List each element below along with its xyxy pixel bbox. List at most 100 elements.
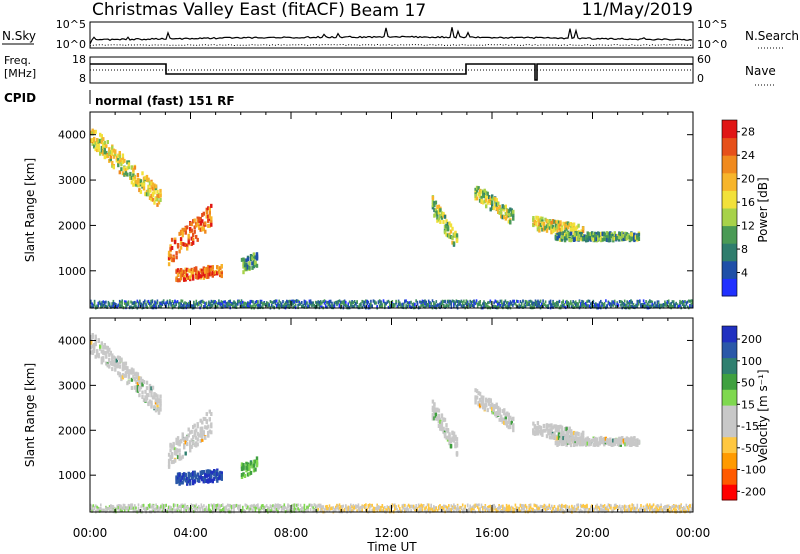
range-cell [196, 478, 199, 483]
ground-scatter-cell [412, 506, 415, 510]
range-cell [142, 176, 146, 181]
range-cell [433, 201, 436, 206]
freq-trace [90, 63, 693, 81]
ground-scatter-cell [345, 303, 347, 307]
ground-scatter-cell [287, 300, 289, 304]
ground-scatter-cell [617, 303, 620, 307]
ground-scatter-cell [201, 508, 204, 512]
range-cell [150, 185, 153, 190]
ground-scatter-cell [579, 302, 582, 306]
range-cell [179, 439, 183, 444]
ground-scatter-cell [283, 503, 286, 507]
ground-scatter-cell [288, 303, 291, 307]
range-cell [216, 478, 219, 483]
range-cell [565, 223, 568, 228]
ground-scatter-cell [140, 505, 142, 509]
ground-scatter-cell [389, 508, 391, 512]
range-cell [148, 388, 152, 393]
range-cell [455, 441, 459, 446]
range-cell [202, 222, 205, 227]
ground-scatter-cell [361, 505, 363, 509]
ground-scatter-cell [504, 507, 507, 511]
ground-scatter-cell [355, 301, 357, 305]
ground-scatter-cell [356, 504, 358, 508]
range-cell [560, 428, 564, 432]
range-cell [109, 361, 112, 365]
ground-scatter-cell [191, 304, 194, 308]
colorbar-tick-label: 8 [741, 243, 748, 256]
ground-scatter-cell [110, 504, 112, 508]
range-cell [575, 234, 579, 239]
ground-scatter-cell [466, 504, 469, 508]
ground-scatter-cell [446, 304, 449, 308]
ground-scatter-cell [232, 302, 234, 306]
range-cell [483, 199, 486, 204]
ground-scatter-cell [169, 300, 171, 304]
ground-scatter-cell [389, 304, 391, 308]
range-cell [255, 252, 259, 257]
ground-scatter-cell [170, 509, 172, 513]
ground-scatter-cell [230, 303, 233, 307]
range-cell [133, 372, 137, 377]
ground-scatter-cell [489, 507, 492, 511]
range-cell [91, 141, 94, 146]
ground-scatter-cell [667, 300, 670, 304]
ground-scatter-cell [286, 507, 288, 511]
range-cell [559, 434, 562, 439]
range-cell [509, 220, 512, 225]
range-cell [252, 264, 256, 269]
range-cell [581, 237, 585, 242]
range-cell [503, 205, 506, 210]
ground-scatter-cell [193, 301, 195, 305]
ground-scatter-cell [270, 507, 273, 511]
range-cell [202, 227, 205, 232]
ground-scatter-cell [407, 303, 410, 307]
ground-scatter-cell [201, 505, 204, 509]
ground-scatter-cell [259, 299, 262, 303]
range-cell [480, 198, 483, 203]
ground-scatter-cell [387, 507, 390, 511]
range-cell [613, 232, 616, 236]
ground-scatter-cell [93, 299, 96, 303]
range-cell [154, 408, 158, 413]
range-cell [148, 196, 152, 200]
ground-scatter-cell [438, 303, 440, 307]
range-cell [148, 188, 152, 193]
ground-scatter-cell [534, 300, 537, 304]
ground-scatter-cell [273, 305, 275, 309]
range-cell [592, 437, 595, 442]
range-cell [195, 475, 198, 480]
range-cell [434, 200, 438, 205]
ground-scatter-cell [440, 506, 443, 510]
ground-scatter-cell [380, 509, 382, 513]
range-cell [201, 426, 204, 431]
ground-scatter-cell [214, 300, 216, 304]
range-cell [452, 232, 456, 237]
range-cell [439, 214, 442, 219]
range-cell [242, 264, 245, 269]
ground-scatter-cell [309, 299, 312, 303]
range-cell [571, 228, 574, 233]
ground-scatter-cell [239, 504, 242, 508]
range-cell [108, 152, 111, 157]
range-cell [117, 355, 120, 360]
range-cell [126, 366, 129, 371]
range-cell [90, 138, 93, 143]
range-cell [433, 203, 436, 208]
ground-scatter-cell [134, 504, 136, 508]
ground-scatter-cell [307, 509, 309, 513]
range-cell [252, 252, 256, 257]
ground-scatter-cell [142, 503, 145, 507]
ground-scatter-cell [538, 305, 541, 309]
ground-scatter-cell [381, 305, 384, 309]
ground-scatter-cell [343, 509, 346, 513]
range-cell [482, 193, 485, 198]
range-cell [625, 232, 629, 237]
ground-scatter-cell [317, 503, 319, 507]
ground-scatter-cell [97, 301, 100, 305]
ground-scatter-cell [519, 504, 522, 508]
ground-scatter-cell [400, 509, 402, 513]
ground-scatter-cell [610, 304, 612, 308]
ground-scatter-cell [597, 303, 600, 307]
ground-scatter-cell [360, 509, 362, 513]
